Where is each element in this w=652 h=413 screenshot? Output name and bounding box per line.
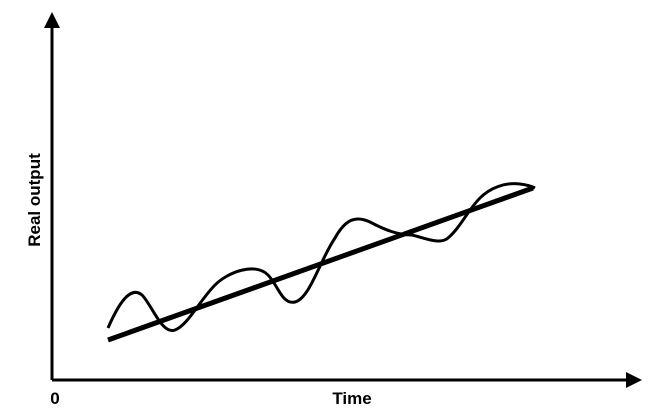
x-axis-arrow [626,372,642,388]
origin-label: 0 [50,389,59,408]
y-axis-label: Real output [25,153,44,247]
x-axis-label: Time [332,389,371,408]
cycle-curve [106,182,536,332]
y-axis-arrow [44,12,60,28]
